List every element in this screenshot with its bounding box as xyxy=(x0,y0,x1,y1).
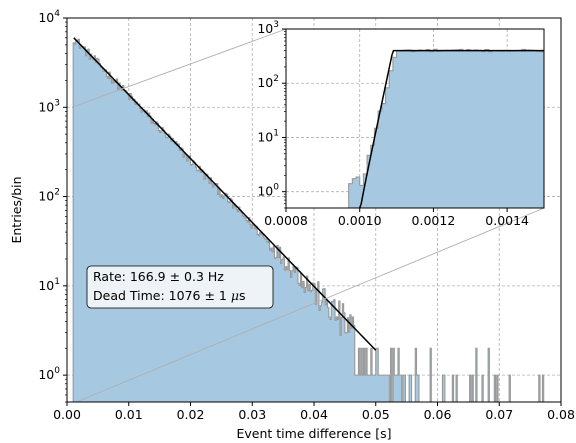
annotation-rate: Rate: 166.9 ± 0.3 Hz xyxy=(93,269,224,284)
main-x-tick-label-0: 0.00 xyxy=(53,407,81,422)
main-y-tick-label-3: 103 xyxy=(38,98,60,114)
inset-x-ticks: 0.0008 0.0010 0.0012 0.0014 xyxy=(264,208,529,228)
main-x-tick-label-1: 0.01 xyxy=(115,407,143,422)
x-axis-label: Event time difference [s] xyxy=(237,426,392,441)
inset-histogram-fill xyxy=(286,49,544,209)
main-y-tick-label-1: 101 xyxy=(38,277,60,293)
main-x-tick-label-6: 0.06 xyxy=(424,407,452,422)
inset-axes-frame xyxy=(285,28,545,209)
inset-axes: 0.0008 0.0010 0.0012 0.0014 100 101 102 103 xyxy=(257,20,545,228)
inset-y-ticks: 100 101 102 103 xyxy=(257,20,286,209)
annotation-dead-time-unit-mu: μ xyxy=(231,288,239,303)
zoom-line-lower xyxy=(76,207,545,403)
annotation-dead-time-value: Dead Time: 1076 ± 1 xyxy=(93,288,231,303)
main-x-ticks: 0.00 0.01 0.02 0.03 0.04 0.05 0.06 0.07 0.08 xyxy=(53,402,575,422)
main-y-tick-label-0: 100 xyxy=(38,366,60,382)
inset-x-tick-label-2: 0.0012 xyxy=(412,213,456,228)
y-axis-label: Entries/bin xyxy=(9,176,24,243)
zoom-line-upper xyxy=(71,28,287,108)
main-x-tick-label-8: 0.08 xyxy=(547,407,575,422)
main-fit-line xyxy=(73,37,377,351)
main-x-tick-label-3: 0.03 xyxy=(238,407,266,422)
inset-fit-line xyxy=(359,49,544,209)
inset-x-tick-label-3: 0.0014 xyxy=(485,213,529,228)
inset-y-tick-label-1: 101 xyxy=(257,128,279,144)
main-x-tick-label-7: 0.07 xyxy=(485,407,513,422)
main-x-tick-label-4: 0.04 xyxy=(300,407,328,422)
main-y-ticks: 100 101 102 103 104 xyxy=(38,9,67,403)
main-histogram-fill xyxy=(67,39,549,402)
fit-result-annotation: Rate: 166.9 ± 0.3 Hz Dead Time: 1076 ± 1… xyxy=(86,265,274,309)
main-x-tick-label-2: 0.02 xyxy=(177,407,205,422)
inset-zoom-lines xyxy=(71,28,545,403)
annotation-dead-time-unit: s xyxy=(239,288,246,303)
main-y-tick-label-4: 104 xyxy=(38,9,60,25)
main-y-tick-label-2: 102 xyxy=(38,188,60,204)
inset-x-tick-label-0: 0.0008 xyxy=(264,213,308,228)
inset-y-tick-label-3: 103 xyxy=(257,20,279,36)
inset-y-tick-label-0: 100 xyxy=(257,183,279,199)
inset-x-tick-label-1: 0.0010 xyxy=(338,213,382,228)
annotation-dead-time: Dead Time: 1076 ± 1 μs xyxy=(93,288,245,303)
annotation-box xyxy=(86,265,274,309)
main-x-tick-label-5: 0.05 xyxy=(362,407,390,422)
inset-y-tick-label-2: 102 xyxy=(257,74,279,90)
